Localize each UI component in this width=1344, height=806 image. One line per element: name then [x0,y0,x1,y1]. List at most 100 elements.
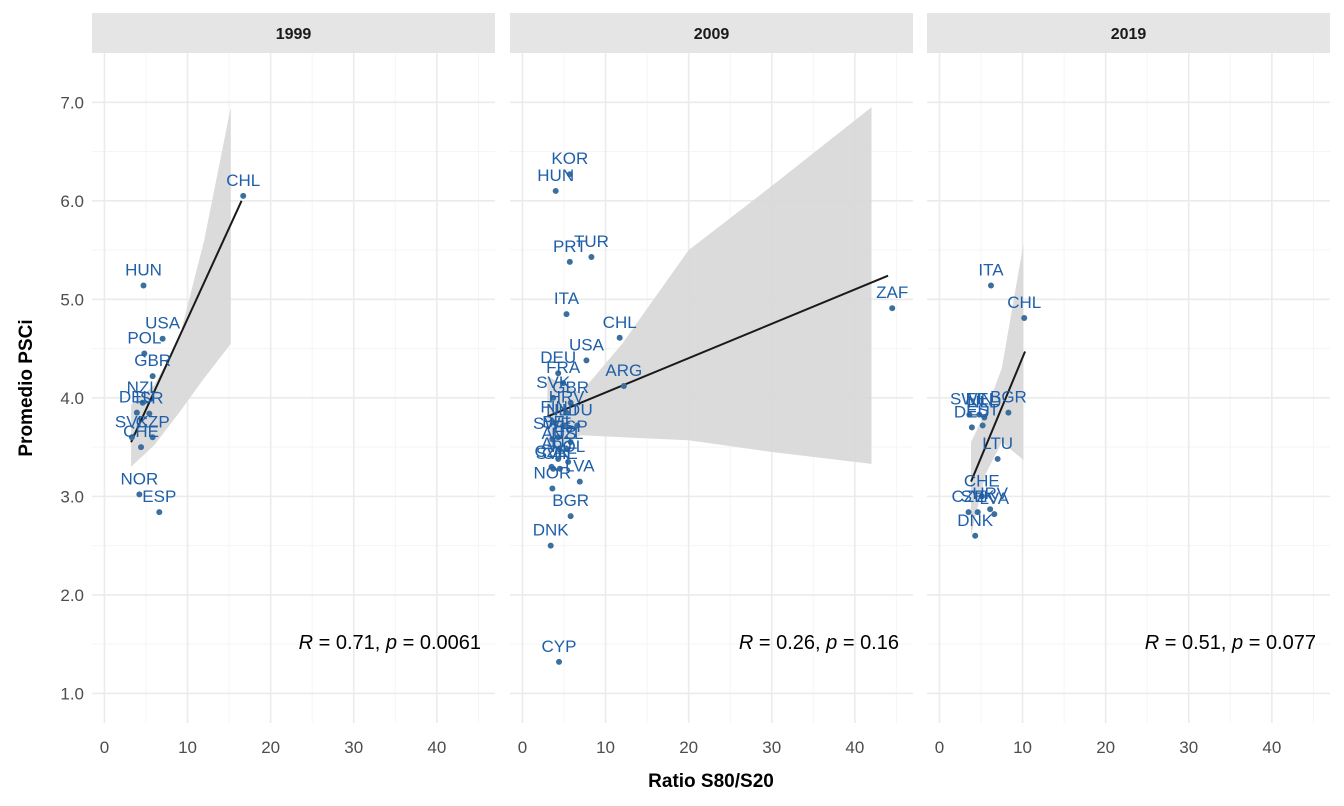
correlation-annotation: R = 0.26, p = 0.16 [739,632,899,654]
point-label: ZAF [876,283,908,302]
data-point [555,455,562,462]
data-point [616,334,623,341]
point-label: CYP [542,637,577,656]
point-label: CHL [1007,293,1041,312]
data-point [567,513,574,520]
data-point [889,305,896,312]
correlation-annotation: R = 0.51, p = 0.077 [1145,632,1316,654]
point-label: FIN [540,397,567,416]
data-point [567,439,574,446]
point-label: LTU [562,400,593,419]
point-label: ESP [142,487,176,506]
data-point [968,424,975,431]
y-tick-label: 6.0 [60,192,84,211]
point-label: FIN [966,390,993,409]
regression-line [547,274,889,418]
strip-background [92,13,495,53]
point-label: LVA [565,457,595,476]
x-tick-label: 0 [935,738,944,757]
y-axis-title: Promedio PSCi [16,319,37,456]
data-point [552,187,559,194]
strip-background [927,13,1330,53]
confidence-band [547,107,872,464]
panel-1999: 1999 0 10 20 30 40 1.0 2.0 3.0 4.0 5.0 6.0 7.0 CHL HUN… [60,13,495,757]
data-point [565,458,572,465]
x-tick-label: 20 [1096,738,1115,757]
point-label: HUN [537,166,574,185]
data-point [563,409,570,416]
data-point [140,282,147,289]
data-point [991,511,998,518]
point-label: NZL [127,378,159,397]
point-label: HRV [972,484,1008,503]
x-tick-label: 10 [596,738,615,757]
data-point [978,493,985,500]
point-label: NOR [533,464,571,483]
point-label: ITA [554,289,580,308]
point-label: ARG [605,361,642,380]
x-tick-label: 20 [261,738,280,757]
point-label: NOR [120,469,158,488]
data-point [549,436,556,443]
data-point [563,311,570,318]
point-label: ESP [554,417,588,436]
y-tick-label: 7.0 [60,93,84,112]
data-point [979,422,986,429]
data-point [128,434,135,441]
data-point [574,422,581,429]
point-label: USA [569,335,605,354]
data-point [240,192,247,199]
point-label: NLD [546,400,580,419]
x-tick-label: 0 [518,738,527,757]
strip-background [510,13,913,53]
data-point [555,370,562,377]
point-label: POL [551,437,585,456]
data-point [564,446,571,453]
y-tick-label: 1.0 [60,684,84,703]
point-label: NLD [967,393,1001,412]
data-point [156,509,163,516]
point-label: DNK [533,521,570,540]
x-tick-label: 10 [1013,738,1032,757]
point-label: CHE [123,422,159,441]
data-point [981,414,988,421]
point-label: SVK [115,412,150,431]
data-point [551,419,558,426]
regression-line [970,351,1026,482]
point-label: SWE [533,414,572,433]
point-label: TUR [574,232,609,251]
point-label: DEU [119,388,155,407]
data-point [556,658,563,665]
point-label: KOR [551,149,588,168]
x-tick-label: 30 [1179,738,1198,757]
data-point [588,253,595,260]
data-point [976,411,983,418]
strip-label: 2019 [1111,26,1147,43]
x-tick-label: 20 [679,738,698,757]
point-label: BEL [542,412,574,431]
confidence-band [971,244,1024,536]
point-label: CHL [226,171,260,190]
point-label: LVA [980,489,1010,508]
point-label: BGR [990,388,1027,407]
x-axis-title: Ratio S80/S20 [648,771,774,792]
point-label: AUS [542,424,577,443]
data-point [1021,315,1028,322]
y-tick-label: 3.0 [60,487,84,506]
y-tick-label: 2.0 [60,586,84,605]
point-label: NZL [551,424,583,443]
x-tick-label: 40 [427,738,446,757]
y-tick-label: 5.0 [60,290,84,309]
point-label: DEU [954,402,990,421]
data-point [567,399,574,406]
data-point [133,409,140,416]
data-point [136,491,143,498]
y-tick-label: 4.0 [60,389,84,408]
point-label: SVK [961,487,996,506]
x-tick-label: 40 [1262,738,1281,757]
point-label: DNK [957,511,994,530]
point-label: SVK [536,373,571,392]
